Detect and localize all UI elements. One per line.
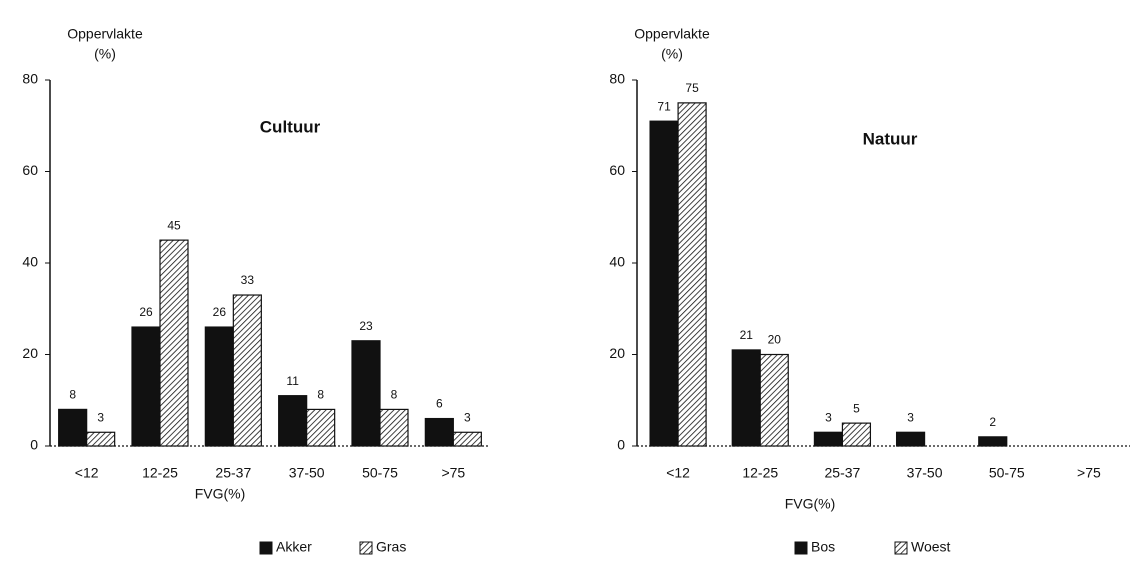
data-label: 23 xyxy=(359,319,373,333)
data-label: 6 xyxy=(436,397,443,411)
y-tick-label: 0 xyxy=(617,437,625,453)
y-tick-label: 60 xyxy=(22,162,38,178)
bar xyxy=(978,436,1008,447)
data-label: 3 xyxy=(907,410,914,424)
x-axis-label: FVG(%) xyxy=(785,496,836,512)
y-tick-label: 20 xyxy=(22,345,38,361)
x-tick-label: 50-75 xyxy=(989,465,1025,481)
y-tick-label: 40 xyxy=(609,254,625,270)
x-tick-label: 12-25 xyxy=(742,465,778,481)
data-label: 20 xyxy=(768,333,782,347)
chart-title: Natuur xyxy=(863,129,918,148)
bar xyxy=(424,417,454,447)
y-axis-label: Oppervlakte xyxy=(67,26,143,42)
data-label: 5 xyxy=(853,401,860,415)
y-axis-label: (%) xyxy=(94,46,116,62)
data-label: 21 xyxy=(740,328,754,342)
x-tick-label: <12 xyxy=(75,465,99,481)
legend-label: Gras xyxy=(376,539,406,555)
bar xyxy=(159,239,189,447)
bar xyxy=(131,326,161,447)
x-tick-label: 25-37 xyxy=(825,465,861,481)
y-tick-label: 0 xyxy=(30,437,38,453)
data-label: 2 xyxy=(989,415,996,429)
data-label: 71 xyxy=(657,99,671,113)
legend-label: Akker xyxy=(276,539,312,555)
data-label: 75 xyxy=(685,81,699,95)
bar xyxy=(351,340,381,447)
data-label: 3 xyxy=(97,410,104,424)
bar xyxy=(204,326,234,447)
x-tick-label: 50-75 xyxy=(362,465,398,481)
bar xyxy=(452,431,482,447)
bar xyxy=(86,431,116,447)
x-tick-label: 25-37 xyxy=(215,465,251,481)
x-tick-label: <12 xyxy=(666,465,690,481)
x-tick-label: 37-50 xyxy=(289,465,325,481)
bar xyxy=(813,431,844,447)
bar xyxy=(759,353,789,447)
x-tick-label: >75 xyxy=(441,465,465,481)
y-tick-label: 80 xyxy=(609,71,625,87)
legend-label: Woest xyxy=(911,539,951,555)
bar xyxy=(895,431,926,447)
bar xyxy=(306,408,336,447)
y-tick-label: 80 xyxy=(22,71,38,87)
data-label: 3 xyxy=(825,410,832,424)
legend-swatch xyxy=(894,541,908,555)
bar xyxy=(841,422,872,447)
bar xyxy=(731,349,761,447)
data-label: 11 xyxy=(286,374,299,388)
bar xyxy=(379,408,409,447)
bar xyxy=(649,120,679,447)
legend-swatch xyxy=(794,541,808,555)
data-label: 26 xyxy=(213,305,227,319)
y-tick-label: 60 xyxy=(609,162,625,178)
data-label: 3 xyxy=(464,410,471,424)
x-axis-label: FVG(%) xyxy=(195,486,246,502)
legend-swatch xyxy=(259,541,273,555)
data-label: 45 xyxy=(167,218,181,232)
data-label: 26 xyxy=(139,305,153,319)
bar xyxy=(278,395,308,447)
legend-label: Bos xyxy=(811,539,835,555)
y-tick-label: 40 xyxy=(22,254,38,270)
bar xyxy=(677,102,707,447)
legend-swatch xyxy=(359,541,373,555)
y-axis-label: Oppervlakte xyxy=(634,26,710,42)
x-tick-label: 12-25 xyxy=(142,465,178,481)
x-tick-label: 37-50 xyxy=(907,465,943,481)
chart-title: Cultuur xyxy=(260,117,321,136)
y-axis-label: (%) xyxy=(661,46,683,62)
bar xyxy=(58,408,88,447)
bar xyxy=(232,294,262,447)
data-label: 33 xyxy=(241,273,255,287)
data-label: 8 xyxy=(69,388,76,402)
x-tick-label: >75 xyxy=(1077,465,1101,481)
data-label: 8 xyxy=(317,388,324,402)
y-tick-label: 20 xyxy=(609,345,625,361)
data-label: 8 xyxy=(391,388,398,402)
